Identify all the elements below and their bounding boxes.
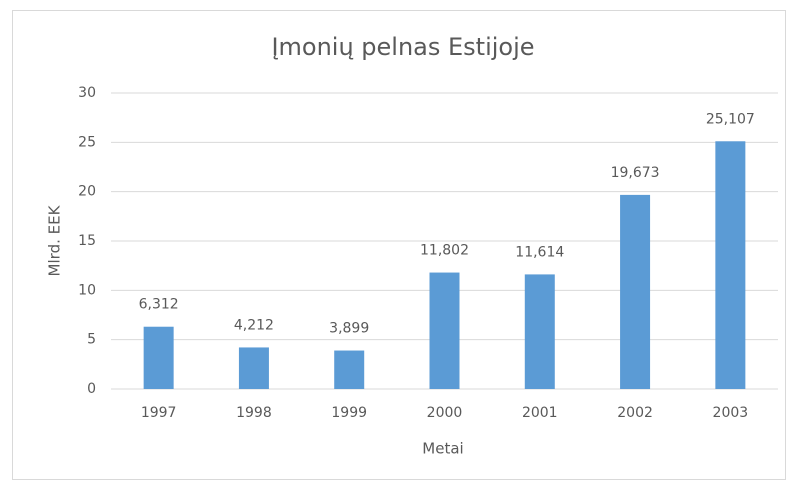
x-tick-label: 2003 xyxy=(713,405,749,421)
data-label: 19,673 xyxy=(611,165,660,181)
data-label: 6,312 xyxy=(139,297,179,313)
x-tick-label: 2002 xyxy=(617,405,653,421)
x-tick-label: 1999 xyxy=(331,405,367,421)
bar xyxy=(620,194,651,389)
y-tick-label: 20 xyxy=(78,184,96,200)
bar xyxy=(143,326,174,389)
y-tick-label: 30 xyxy=(78,85,96,101)
bar xyxy=(238,347,269,389)
y-tick-label: 10 xyxy=(78,282,96,298)
x-tick-label: 1998 xyxy=(236,405,272,421)
data-label: 11,802 xyxy=(420,243,469,259)
bar xyxy=(334,350,365,389)
x-tick-label: 2001 xyxy=(522,405,558,421)
y-tick-label: 15 xyxy=(78,233,96,249)
y-axis-label: Mlrd. EEK xyxy=(46,204,64,276)
chart-frame xyxy=(12,10,786,480)
data-label: 25,107 xyxy=(706,111,755,127)
bar xyxy=(429,272,460,389)
bar xyxy=(524,274,555,389)
data-label: 4,212 xyxy=(234,317,274,333)
y-tick-label: 5 xyxy=(87,332,96,348)
x-axis-label: Metai xyxy=(422,440,463,458)
bar xyxy=(715,141,746,389)
x-tick-label: 2000 xyxy=(427,405,463,421)
x-tick-label: 1997 xyxy=(141,405,177,421)
data-label: 3,899 xyxy=(329,321,369,337)
y-tick-label: 25 xyxy=(78,134,96,150)
chart-title: Įmonių pelnas Estijoje xyxy=(271,33,534,61)
y-tick-label: 0 xyxy=(87,381,96,397)
data-label: 11,614 xyxy=(515,244,564,260)
